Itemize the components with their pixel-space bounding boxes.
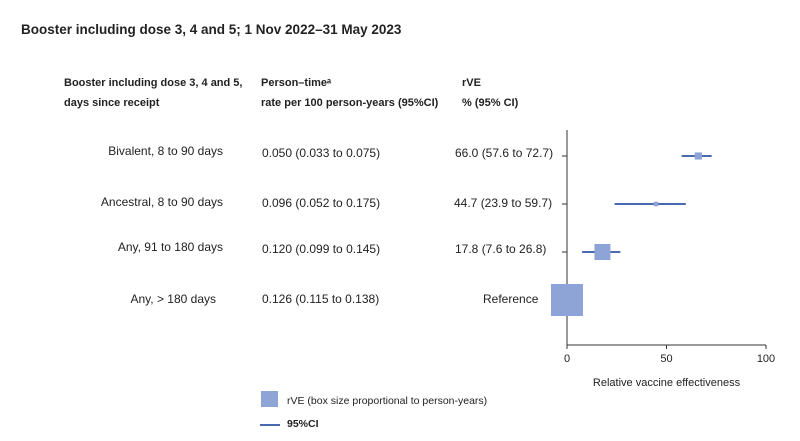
header-group-line2: days since receipt xyxy=(64,97,160,109)
row-rve: 44.7 (23.9 to 59.7) xyxy=(454,196,553,210)
header-rate-line2: rate per 100 person-years (95%CI) xyxy=(261,97,439,109)
row-rve: 17.8 (7.6 to 26.8) xyxy=(455,242,547,256)
x-axis-label: Relative vaccine effectiveness xyxy=(593,377,741,389)
estimate-box xyxy=(694,152,702,160)
legend-line-swatch xyxy=(260,424,280,426)
header-rate-label: Person–timeᵃ rate per 100 person-years (… xyxy=(261,73,438,113)
header-rate-line1: Person–timeᵃ xyxy=(261,77,332,89)
legend-box-label: rVE (box size proportional to person-yea… xyxy=(287,395,488,407)
header-rve-line1: rVE xyxy=(462,77,481,89)
row-label: Any, 91 to 180 days xyxy=(117,240,223,254)
row-label: Any, > 180 days xyxy=(130,292,217,306)
legend-line-label: 95%CI xyxy=(287,418,319,430)
header-group-label: Booster including dose 3, 4 and 5, days … xyxy=(64,73,242,113)
row-rate: 0.126 (0.115 to 0.138) xyxy=(262,292,380,306)
estimate-box xyxy=(653,201,659,207)
row-rve: 66.0 (57.6 to 72.7) xyxy=(455,146,554,160)
row-rate: 0.096 (0.052 to 0.175) xyxy=(262,196,381,210)
row-rve: Reference xyxy=(483,292,539,306)
row-rate: 0.050 (0.033 to 0.075) xyxy=(262,146,381,160)
header-group-line1: Booster including dose 3, 4 and 5, xyxy=(64,77,243,89)
row-rate: 0.120 (0.099 to 0.145) xyxy=(262,242,381,256)
x-tick-label: 100 xyxy=(757,353,775,365)
header-rve-line2: % (95% CI) xyxy=(462,97,519,109)
header-rve-label: rVE % (95% CI) xyxy=(462,73,518,113)
x-tick-label: 0 xyxy=(564,353,570,365)
x-tick-label: 50 xyxy=(660,353,672,365)
page-title: Booster including dose 3, 4 and 5; 1 Nov… xyxy=(21,22,402,37)
legend-box-swatch xyxy=(261,391,278,407)
row-label: Ancestral, 8 to 90 days xyxy=(100,195,223,209)
row-label: Bivalent, 8 to 90 days xyxy=(108,144,223,158)
estimate-box xyxy=(594,244,611,260)
estimate-box xyxy=(551,284,583,316)
